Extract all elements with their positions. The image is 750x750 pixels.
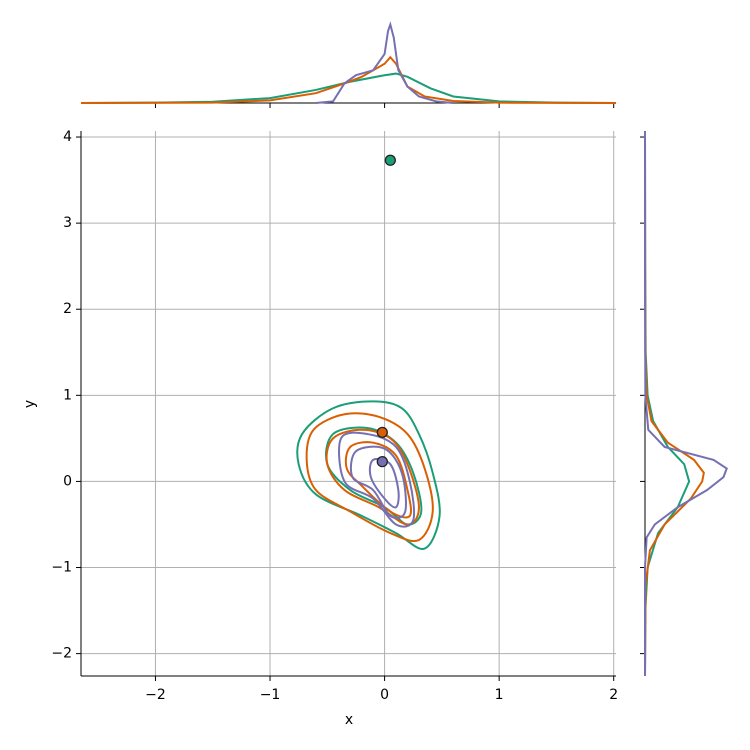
marginal-y-kde [644,131,728,676]
marginal-y-kde [644,130,691,677]
y-tick-label: 1 [63,387,72,403]
kde-contour [368,457,400,509]
x-tick-label: 2 [609,687,618,703]
kde-contour [305,412,434,543]
y-axis-label: y [22,400,38,408]
x-tick-label: −1 [260,687,281,703]
x-axis-label: x [345,712,353,728]
marginal-x-kde [315,21,454,104]
kde-contour [296,400,441,550]
marginal-x-kde [80,72,617,104]
kde-contour [338,431,416,528]
marginal-y-kde [644,130,705,677]
y-tick-label: 3 [63,215,72,231]
y-tick-label: 0 [63,473,72,489]
kde-contour [349,445,407,519]
scatter-point [384,154,396,166]
x-tick-label: −2 [145,687,166,703]
y-tick-label: 4 [63,129,72,145]
scatter-point [376,455,388,468]
y-tick-label: −1 [51,560,72,576]
x-tick-label: 1 [495,687,504,703]
y-tick-label: −2 [51,646,72,662]
y-tick-label: 2 [63,301,72,317]
kde-contour [344,441,412,519]
scatter-point [376,426,388,438]
x-tick-label: 0 [380,687,389,703]
marginal-x-kde [80,55,617,104]
